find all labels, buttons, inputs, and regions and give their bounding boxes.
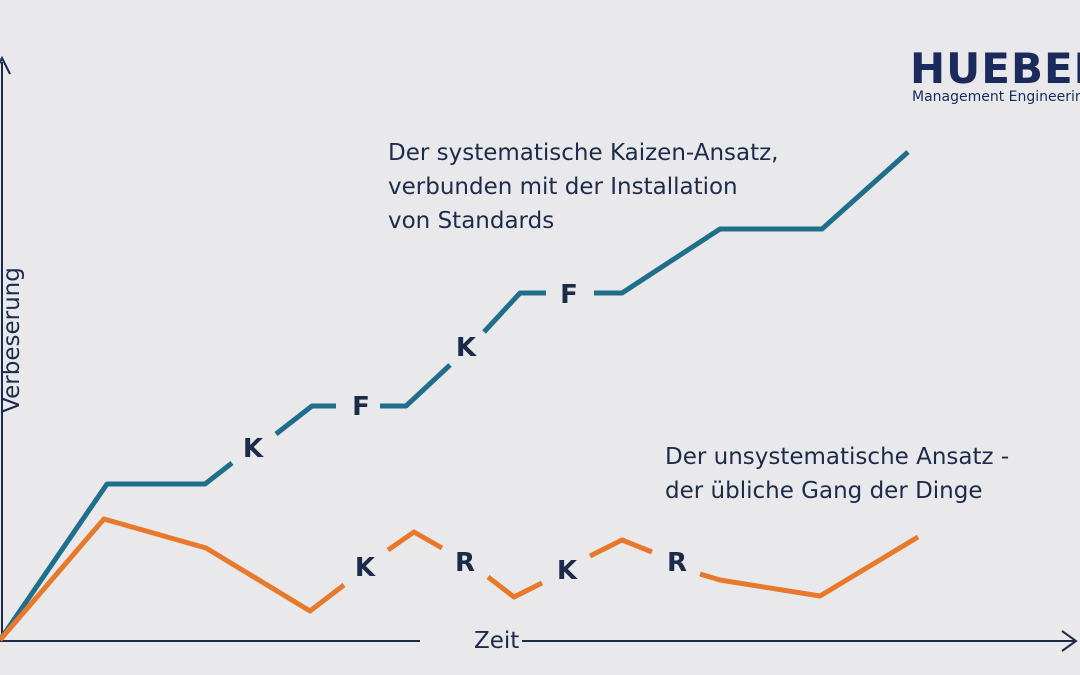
systematic-step-kaizen: K (242, 434, 264, 464)
systematic-step-standard: F (560, 280, 578, 310)
unsystematic-segment (588, 537, 653, 559)
systematic-step-standard: F (352, 392, 370, 422)
annotation-line: von Standards (388, 208, 555, 234)
unsystematic-step-kaizen: K (354, 553, 376, 583)
systematic-segment (482, 290, 546, 334)
logo-tagline: Management Engineering (912, 89, 1080, 105)
unsystematic-approach-annotation: Der unsystematische Ansatz - der übliche… (665, 440, 1009, 508)
unsystematic-step-kaizen: K (556, 556, 578, 586)
annotation-line: Der systematische Kaizen-Ansatz, (388, 140, 779, 166)
unsystematic-step-regression: R (454, 548, 476, 578)
systematic-segment (0, 461, 234, 642)
unsystematic-segment (486, 575, 544, 600)
systematic-step-kaizen: K (455, 333, 477, 363)
unsystematic-segment (699, 534, 920, 599)
systematic-approach-annotation: Der systematische Kaizen-Ansatz, verbund… (388, 136, 779, 238)
annotation-line: Der unsystematische Ansatz - (665, 444, 1010, 470)
unsystematic-segment (386, 529, 444, 553)
annotation-line: verbunden mit der Installation (388, 174, 738, 200)
x-axis-arrowhead (1061, 630, 1078, 652)
systematic-curve (0, 150, 910, 642)
y-axis-label: Verbeserung (0, 267, 25, 413)
annotation-line: der übliche Gang der Dinge (665, 478, 983, 504)
systematic-segment (274, 403, 336, 436)
unsystematic-step-regression: R (666, 548, 688, 578)
x-axis-label: Zeit (474, 628, 520, 654)
unsystematic-curve (0, 516, 920, 642)
y-axis-arrowhead (0, 55, 11, 75)
systematic-segment (594, 150, 910, 296)
unsystematic-segment (0, 516, 346, 642)
systematic-segment (380, 363, 452, 409)
hueber-logo: HUEBER (910, 44, 1080, 93)
